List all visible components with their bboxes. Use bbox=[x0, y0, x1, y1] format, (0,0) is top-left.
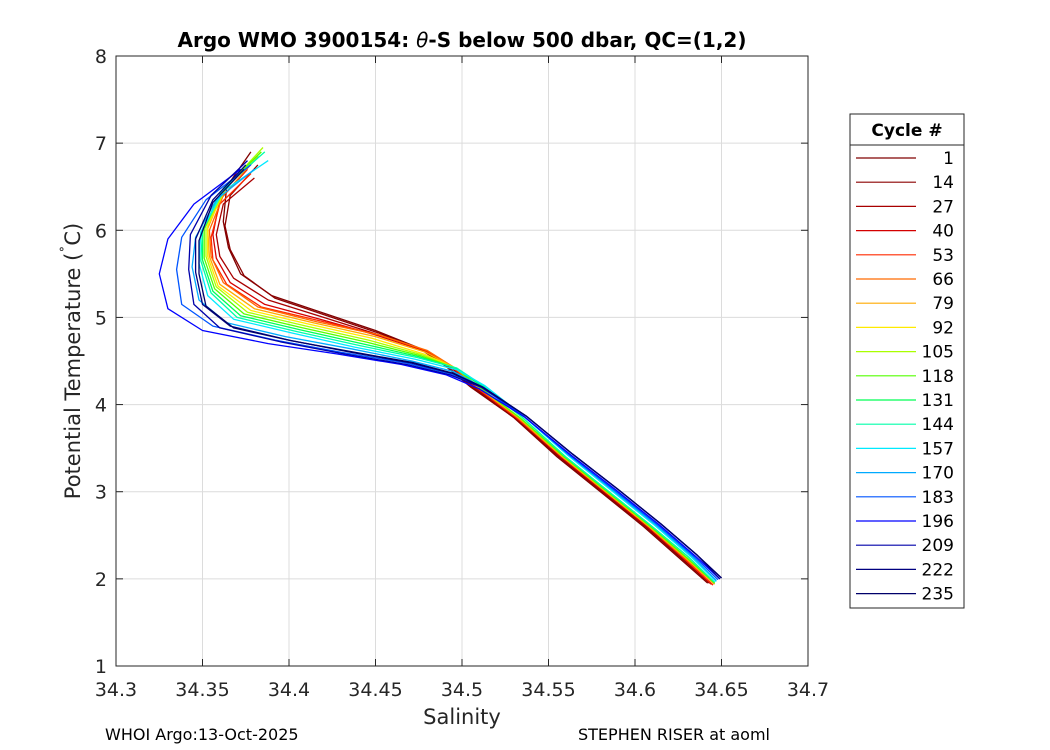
y-tick-label: 1 bbox=[95, 656, 107, 678]
x-tick-label: 34.6 bbox=[614, 679, 656, 701]
legend-label: 183 bbox=[922, 488, 954, 508]
legend-label: 92 bbox=[932, 318, 954, 338]
x-tick-label: 34.65 bbox=[694, 679, 748, 701]
y-tick-labels: 1 2 3 4 5 6 7 8 bbox=[95, 46, 107, 678]
legend-label: 53 bbox=[932, 246, 954, 266]
x-tick-label: 34.4 bbox=[268, 679, 310, 701]
x-tick-label: 34.7 bbox=[787, 679, 829, 701]
footer-right-credit: STEPHEN RISER at aoml bbox=[578, 725, 770, 744]
legend-label: 14 bbox=[932, 173, 954, 193]
chart-title-rest: -S below 500 dbar, QC=(1,2) bbox=[428, 28, 746, 52]
legend-label: 27 bbox=[932, 197, 954, 217]
legend: Cycle # 1 14 27 40 53 66 79 92 105 118 131 144 157 17… bbox=[849, 113, 965, 609]
legend-label: 170 bbox=[922, 464, 954, 484]
x-axis-label: Salinity bbox=[423, 705, 501, 729]
chart-title-main: Argo WMO 3900154: bbox=[178, 28, 417, 52]
y-tick-label: 6 bbox=[95, 220, 107, 242]
series-line-cycle-235 bbox=[198, 168, 722, 579]
y-tick-label: 7 bbox=[95, 133, 107, 155]
legend-label: 222 bbox=[922, 560, 954, 580]
series-line-cycle-196 bbox=[158, 168, 721, 580]
x-tick-labels: 34.3 34.35 34.4 34.45 34.5 34.55 34.6 34.65 34.7 bbox=[95, 679, 829, 701]
series-line-cycle-118 bbox=[203, 151, 716, 584]
chart-title: Argo WMO 3900154: θ-S below 500 dbar, QC… bbox=[178, 28, 747, 52]
x-tick-label: 34.3 bbox=[95, 679, 137, 701]
legend-title: Cycle # bbox=[871, 121, 942, 141]
legend-label: 105 bbox=[922, 343, 954, 363]
series-line-cycle-170 bbox=[191, 168, 717, 582]
y-axis-label-deg: ˚ bbox=[59, 246, 76, 253]
legend-label: 79 bbox=[932, 294, 954, 314]
legend-label: 196 bbox=[922, 512, 954, 532]
x-tick-label: 34.35 bbox=[175, 679, 229, 701]
y-tick-label: 2 bbox=[95, 569, 107, 591]
legend-label: 66 bbox=[932, 270, 954, 290]
legend-label: 118 bbox=[922, 367, 954, 387]
legend-label: 1 bbox=[943, 149, 954, 169]
series-line-cycle-79 bbox=[207, 155, 716, 585]
series-line-cycle-144 bbox=[200, 151, 716, 583]
x-tick-label: 34.45 bbox=[348, 679, 402, 701]
legend-label: 144 bbox=[922, 415, 954, 435]
y-axis-label-main: Potential Temperature ( bbox=[61, 253, 85, 500]
footer-left-credit: WHOI Argo:13-Oct-2025 bbox=[105, 725, 299, 744]
y-tick-label: 3 bbox=[95, 482, 107, 504]
x-tick-label: 34.5 bbox=[441, 679, 483, 701]
y-axis-label: Potential Temperature (˚C) bbox=[59, 223, 85, 499]
series-lines bbox=[158, 147, 722, 586]
x-tick-label: 34.55 bbox=[521, 679, 575, 701]
legend-label: 157 bbox=[922, 439, 954, 459]
series-line-cycle-183 bbox=[175, 164, 719, 581]
legend-label: 131 bbox=[922, 391, 954, 411]
y-axis-label-end: C) bbox=[61, 223, 85, 246]
y-tick-label: 8 bbox=[95, 46, 107, 68]
legend-label: 40 bbox=[932, 222, 954, 242]
legend-label: 235 bbox=[922, 585, 954, 605]
chart-title-theta: θ bbox=[416, 28, 428, 52]
legend-items: 1 14 27 40 53 66 79 92 105 118 131 144 157 170 183 196 2… bbox=[856, 149, 954, 605]
plot-frame bbox=[115, 55, 809, 667]
y-tick-label: 5 bbox=[95, 307, 107, 329]
y-tick-label: 4 bbox=[95, 395, 107, 417]
legend-label: 209 bbox=[922, 536, 954, 556]
legend-box bbox=[849, 113, 965, 609]
